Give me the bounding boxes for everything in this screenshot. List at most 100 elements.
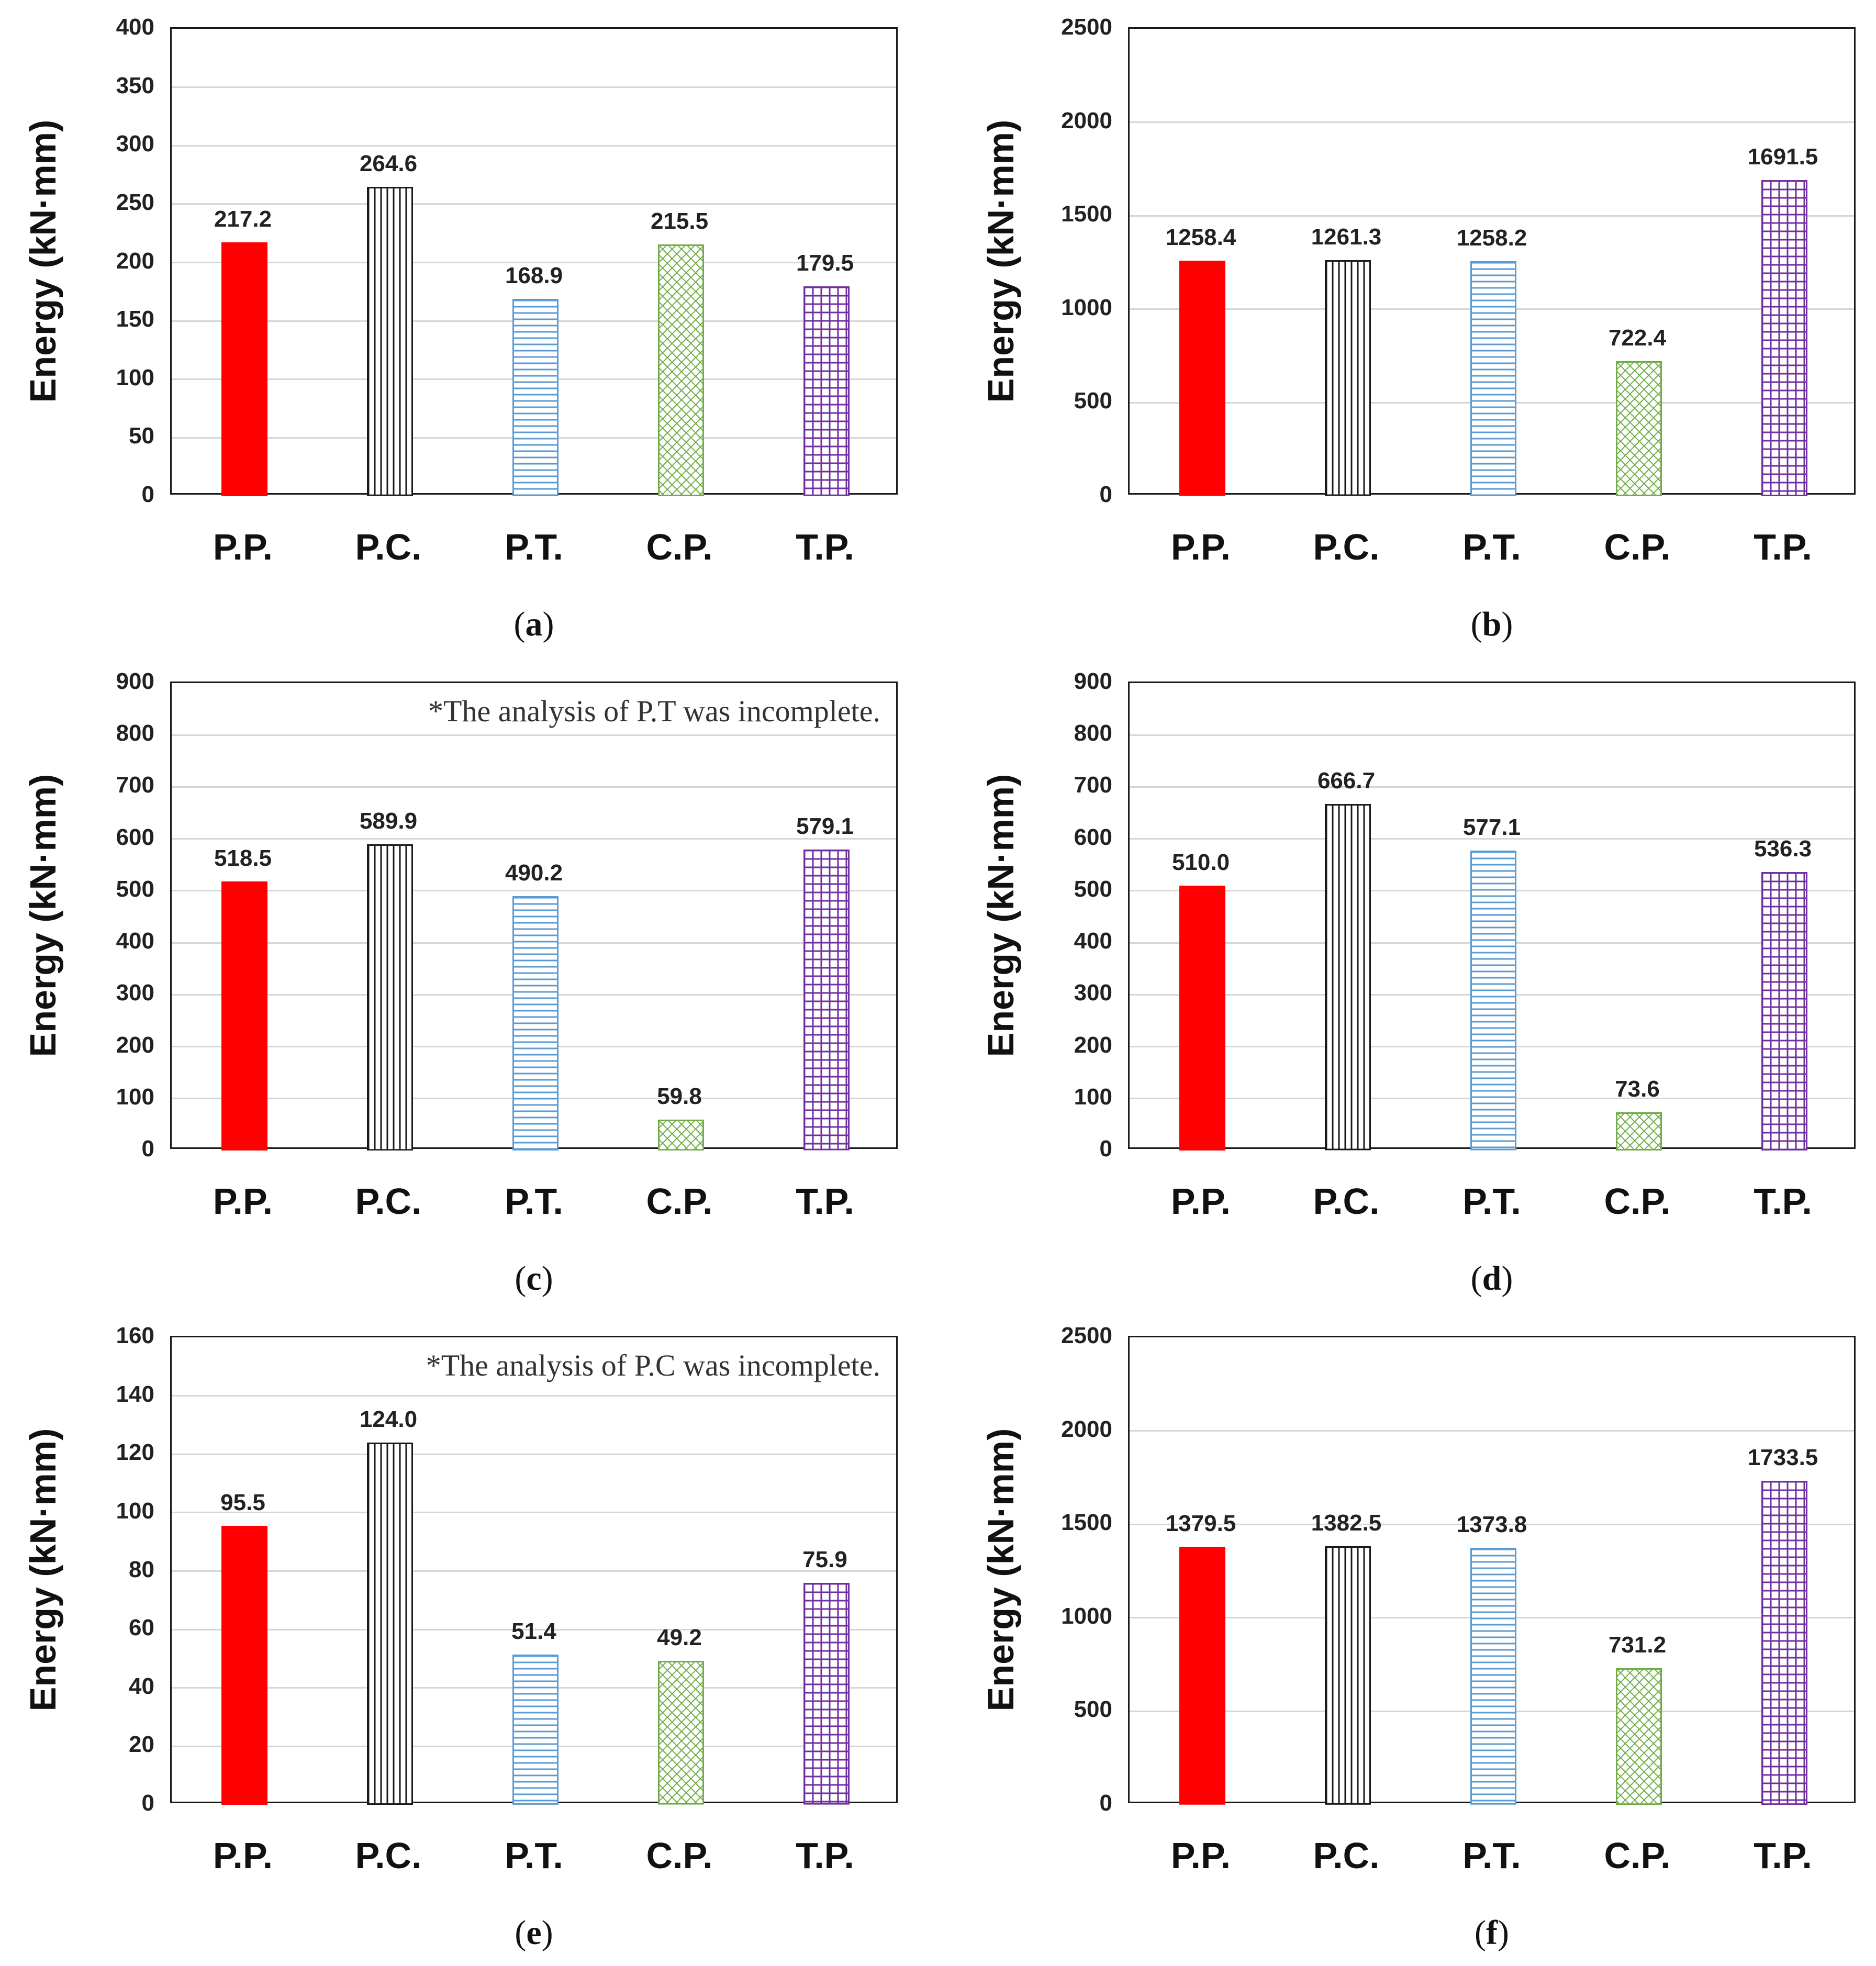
bar-pc xyxy=(367,844,413,1150)
bar-value-label: 168.9 xyxy=(505,262,563,288)
y-tick-label: 20 xyxy=(129,1732,154,1758)
caption-letter: c xyxy=(526,1259,542,1298)
bar-fill xyxy=(1761,872,1807,1150)
gridline xyxy=(172,86,896,88)
x-tick-label: P.P. xyxy=(213,1181,273,1222)
x-tick-label: P.T. xyxy=(1462,1835,1521,1876)
bar-pt xyxy=(1470,851,1516,1150)
caption-paren-open: ( xyxy=(515,1914,527,1952)
plot-area: *The analysis of P.T was incomplete. xyxy=(170,682,898,1150)
x-tick-label: T.P. xyxy=(796,1181,854,1222)
y-tick-label: 500 xyxy=(1074,388,1112,414)
plot-area: *The analysis of P.C was incomplete. xyxy=(170,1336,898,1805)
y-axis-label: Energy (kN·mm) xyxy=(980,774,1021,1057)
y-tick-label: 600 xyxy=(1074,824,1112,850)
bar-pt xyxy=(512,1655,559,1805)
bar-tp xyxy=(803,286,850,496)
bar-fill xyxy=(1761,1480,1807,1805)
gridline xyxy=(172,890,896,892)
x-tick-label: P.P. xyxy=(1170,1181,1231,1222)
plot-area xyxy=(170,27,898,496)
bar-fill xyxy=(512,1655,559,1805)
x-tick-label: P.T. xyxy=(505,1181,563,1222)
caption-paren-close: ) xyxy=(541,1259,553,1298)
y-axis-label: Energy (kN·mm) xyxy=(980,1428,1021,1711)
bar-cp xyxy=(658,244,704,496)
bar-value-label: 731.2 xyxy=(1608,1632,1667,1658)
x-tick-label: P.P. xyxy=(1170,1835,1231,1876)
gridline xyxy=(172,144,896,147)
bar-value-label: 518.5 xyxy=(214,845,272,871)
y-tick-label: 200 xyxy=(116,248,154,274)
bar-value-label: 510.0 xyxy=(1171,849,1230,875)
gridline xyxy=(172,1453,896,1455)
gridline xyxy=(1130,1430,1854,1432)
y-tick-label: 100 xyxy=(116,1498,154,1524)
bar-value-label: 124.0 xyxy=(359,1406,418,1432)
bar-value-label: 577.1 xyxy=(1462,814,1521,841)
gridline xyxy=(172,1570,896,1572)
y-tick-label: 1500 xyxy=(1061,201,1112,227)
y-tick-label: 80 xyxy=(129,1556,154,1582)
y-tick-label: 100 xyxy=(1074,1083,1112,1110)
bar-cp xyxy=(658,1119,704,1150)
bar-value-label: 73.6 xyxy=(1615,1076,1660,1102)
bar-fill xyxy=(803,850,850,1150)
y-tick-label: 500 xyxy=(1074,876,1112,902)
x-tick-label: P.T. xyxy=(505,527,563,567)
bar-tp xyxy=(803,1583,850,1805)
bar-value-label: 490.2 xyxy=(505,859,563,886)
y-tick-label: 140 xyxy=(116,1381,154,1407)
bar-pp xyxy=(221,242,267,496)
bar-value-label: 1733.5 xyxy=(1747,1444,1818,1470)
y-tick-label: 0 xyxy=(1099,1790,1112,1816)
bar-tp xyxy=(1761,180,1807,496)
y-tick-label: 500 xyxy=(116,876,154,902)
y-tick-label: 0 xyxy=(1099,1136,1112,1161)
bar-fill xyxy=(367,1442,413,1805)
y-tick-label: 100 xyxy=(116,1083,154,1110)
x-tick-label: P.C. xyxy=(355,1835,422,1876)
x-tick-label: C.P. xyxy=(646,1835,713,1876)
chart-annotation: *The analysis of P.T was incomplete. xyxy=(428,694,880,728)
gridline xyxy=(1130,215,1854,217)
gridline xyxy=(172,786,896,788)
x-tick-label: T.P. xyxy=(796,527,854,567)
y-axis-label: Energy (kN·mm) xyxy=(23,119,63,403)
bar-value-label: 666.7 xyxy=(1317,768,1376,794)
y-tick-label: 100 xyxy=(116,364,154,390)
bar-fill xyxy=(1179,261,1225,496)
bar-value-label: 217.2 xyxy=(214,206,272,232)
caption-paren-open: ( xyxy=(513,605,526,643)
bar-pc xyxy=(1325,1546,1371,1805)
bar-cp xyxy=(1616,1668,1662,1805)
bar-cp xyxy=(1616,361,1662,496)
y-tick-label: 300 xyxy=(116,980,154,1006)
y-axis-label: Energy (kN·mm) xyxy=(23,774,63,1057)
y-tick-label: 50 xyxy=(129,423,154,449)
bar-value-label: 59.8 xyxy=(657,1083,702,1109)
y-tick-label: 400 xyxy=(116,14,154,40)
y-tick-label: 0 xyxy=(141,1790,154,1816)
x-tick-label: P.T. xyxy=(505,1835,563,1876)
x-tick-label: P.T. xyxy=(1462,527,1521,567)
x-tick-label: C.P. xyxy=(1604,527,1671,567)
x-tick-label: P.P. xyxy=(213,1835,273,1876)
caption-letter: e xyxy=(526,1914,542,1952)
bar-cp xyxy=(1616,1112,1662,1150)
bar-pp xyxy=(221,1525,267,1805)
bar-pp xyxy=(1179,261,1225,496)
bar-fill xyxy=(367,187,413,496)
bar-fill xyxy=(1470,1548,1516,1805)
caption-letter: b xyxy=(1482,605,1502,643)
x-tick-label: C.P. xyxy=(1604,1835,1671,1876)
bar-fill xyxy=(1179,885,1225,1150)
bar-fill xyxy=(367,844,413,1150)
x-tick-label: P.C. xyxy=(355,1181,422,1222)
caption-letter: f xyxy=(1486,1914,1498,1952)
panel-caption: (a) xyxy=(514,605,554,644)
y-tick-label: 500 xyxy=(1074,1696,1112,1723)
y-tick-label: 2500 xyxy=(1061,14,1112,40)
y-tick-label: 800 xyxy=(1074,720,1112,746)
